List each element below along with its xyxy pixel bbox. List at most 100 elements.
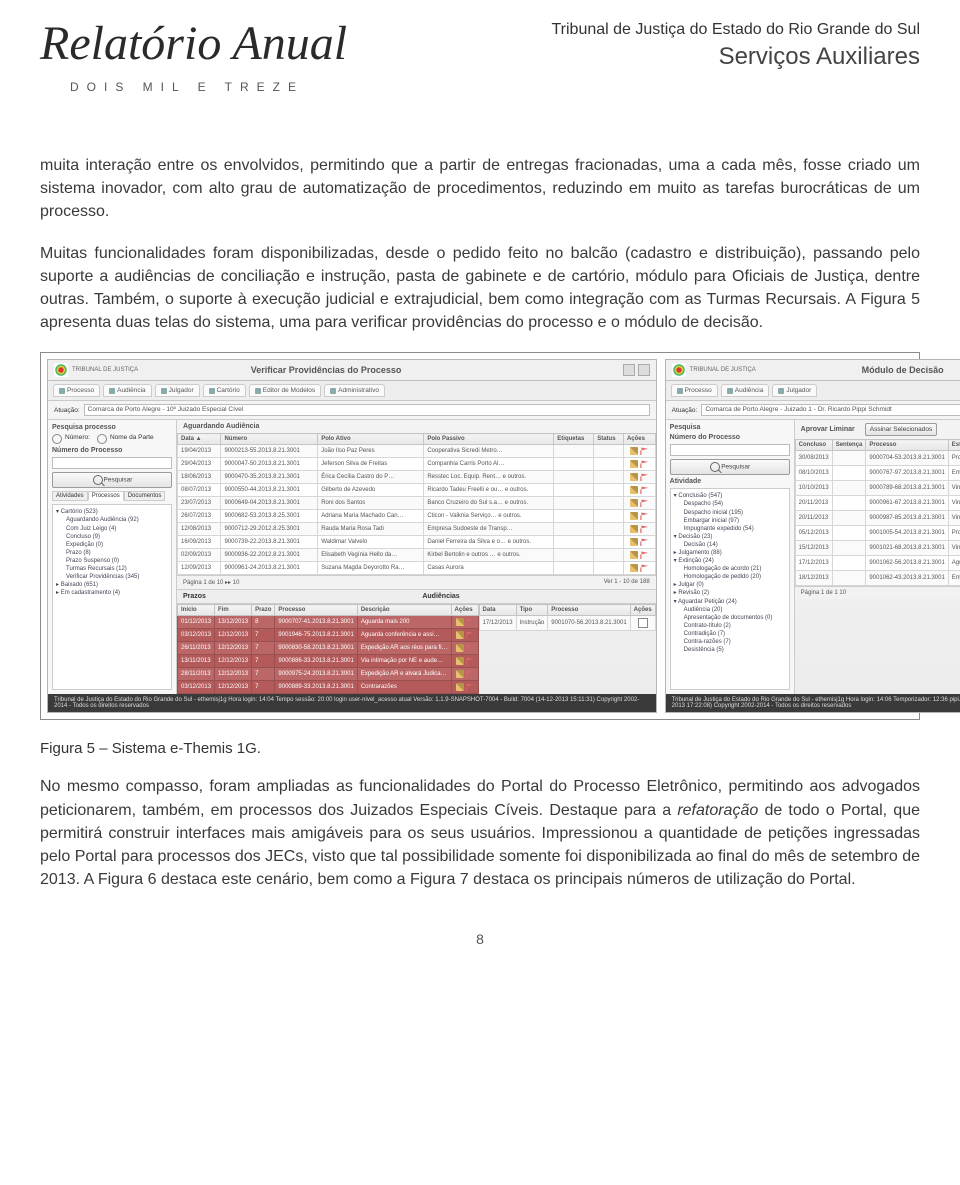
tree-node[interactable]: Prazo Suspenso (0) [56, 557, 168, 565]
tree-node[interactable]: Contradição (7) [674, 630, 786, 638]
flag-icon[interactable] [640, 538, 648, 546]
table-row[interactable]: 05/12/20139001005-54.2013.8.21.3001Pront… [795, 526, 960, 541]
numproc-input-r[interactable] [670, 444, 790, 456]
edit-icon[interactable] [630, 525, 638, 533]
table-row[interactable]: 12/09/20139000961-24.2013.8.21.3001Suzan… [178, 562, 656, 575]
tab-processo[interactable]: Processo [671, 384, 718, 397]
edit-icon[interactable] [630, 486, 638, 494]
tree-node[interactable]: Extinção (24) [674, 557, 786, 565]
subtab-atividades[interactable]: Atividades [52, 491, 88, 501]
assinar-button[interactable]: Assinar Selecionados [865, 423, 938, 436]
flag-icon[interactable] [466, 683, 474, 691]
edit-icon[interactable] [630, 447, 638, 455]
process-tree-left[interactable]: Cartório (523)Aguardando Audiência (92)C… [52, 504, 172, 690]
tab-processo[interactable]: Processo [53, 384, 100, 397]
edit-icon[interactable] [630, 512, 638, 520]
table-row[interactable]: 03/12/201312/12/201379001946-75.2013.8.2… [178, 629, 479, 642]
prazos-grid[interactable]: InícioFimPrazoProcessoDescriçãoAções01/1… [177, 604, 479, 694]
pesquisar-button-r[interactable]: Pesquisar [670, 459, 790, 475]
tree-node[interactable]: Cartório (523) [56, 508, 168, 516]
tree-node[interactable]: Com Juiz Leigo (4) [56, 525, 168, 533]
tree-node[interactable]: Aguardando Audiência (92) [56, 516, 168, 524]
flag-icon[interactable] [640, 447, 648, 455]
table-row[interactable]: 08/07/20139000550-44.2013.8.21.3001Gilbe… [178, 484, 656, 497]
subtab-processos[interactable]: Processos [88, 491, 124, 501]
tree-node[interactable]: Embargar inicial (97) [674, 517, 786, 525]
flag-icon[interactable] [466, 618, 474, 626]
flag-icon[interactable] [466, 657, 474, 665]
table-row[interactable]: 15/12/20139001021-68.2013.8.21.3001Vincu… [795, 541, 960, 556]
subtab-documentos[interactable]: Documentos [124, 491, 166, 501]
tree-node[interactable]: Decisão (14) [674, 541, 786, 549]
aguardando-grid[interactable]: Data ▲NúmeroPolo AtivoPolo PassivoEtique… [177, 433, 656, 575]
tree-node[interactable]: Turmas Recursais (12) [56, 565, 168, 573]
table-row[interactable]: 20/11/20139000961-67.2013.8.21.3001Vincu… [795, 496, 960, 511]
table-row[interactable]: 17/12/2013Instrução9001070-56.2013.8.21.… [479, 616, 655, 631]
tree-node[interactable]: Contra-razões (7) [674, 638, 786, 646]
tree-node[interactable]: Homologação de pedido (20) [674, 573, 786, 581]
table-row[interactable]: 01/12/201313/12/201389000707-41.2013.8.2… [178, 616, 479, 629]
table-row[interactable]: 18/12/20139001062-43.2013.8.21.3001Em ap… [795, 571, 960, 586]
flag-icon[interactable] [640, 486, 648, 494]
table-row[interactable]: 28/11/201312/12/201379000975-24.2013.8.2… [178, 668, 479, 681]
process-tree-right[interactable]: Conclusão (547)Despacho (54)Despacho ini… [670, 488, 790, 690]
edit-icon[interactable] [630, 551, 638, 559]
flag-icon[interactable] [466, 644, 474, 652]
edit-icon[interactable] [630, 564, 638, 572]
tab-audiência[interactable]: Audiência [103, 384, 152, 397]
flag-icon[interactable] [640, 525, 648, 533]
tree-node[interactable]: Homologação de acordo (21) [674, 565, 786, 573]
tree-node[interactable]: Baixado (651) [56, 581, 168, 589]
tree-node[interactable]: Revisão (2) [674, 589, 786, 597]
tree-node[interactable]: Contrato-título (2) [674, 622, 786, 630]
atuacao-field[interactable]: Comarca de Porto Alegre - 10º Juizado Es… [84, 404, 650, 416]
tree-node[interactable]: Desistência (5) [674, 646, 786, 654]
table-row[interactable]: 10/10/20139000789-68.2013.8.21.3001Vincu… [795, 481, 960, 496]
table-row[interactable]: 29/04/20139000047-50.2013.8.21.3001Jefer… [178, 458, 656, 471]
table-row[interactable]: 02/09/20139000936-22.2012.8.21.3001Elisa… [178, 549, 656, 562]
table-row[interactable]: 23/07/20139000649-04.2013.8.21.3001Roni … [178, 497, 656, 510]
table-row[interactable]: 13/11/201312/12/201379000886-33.2013.8.2… [178, 655, 479, 668]
pesquisar-button[interactable]: Pesquisar [52, 472, 172, 488]
flag-icon[interactable] [640, 499, 648, 507]
tree-node[interactable]: Aguardar Petição (24) [674, 598, 786, 606]
tab-editor-de-modelos[interactable]: Editor de Modelos [249, 384, 321, 397]
tree-node[interactable]: Despacho (54) [674, 500, 786, 508]
tree-node[interactable]: Concluso (9) [56, 533, 168, 541]
tree-node[interactable]: Apresentação de documentos (0) [674, 614, 786, 622]
table-row[interactable]: 17/12/20139001062-56.2013.8.21.3001Aguar… [795, 556, 960, 571]
tree-node[interactable]: Julgar (0) [674, 581, 786, 589]
edit-icon[interactable] [456, 670, 464, 678]
edit-icon[interactable] [456, 683, 464, 691]
grid-pager-r[interactable]: Página 1 de 1 10 Ver 1 - 9 de 9 [795, 586, 960, 599]
table-row[interactable]: 26/07/20139000682-53.2013.8.25.3001Adria… [178, 510, 656, 523]
home-icon[interactable] [623, 364, 635, 376]
tree-node[interactable]: Expedição (0) [56, 541, 168, 549]
table-row[interactable]: 03/12/201312/12/201379000889-33.2013.8.2… [178, 681, 479, 694]
edit-icon[interactable] [456, 631, 464, 639]
tree-node[interactable]: Despacho inicial (195) [674, 509, 786, 517]
tree-node[interactable]: Decisão (23) [674, 533, 786, 541]
tab-audiência[interactable]: Audiência [721, 384, 770, 397]
tree-node[interactable]: Impugnante expedido (54) [674, 525, 786, 533]
grid1-pager[interactable]: Página 1 de 10 ▸▸ 10 Ver 1 - 10 de 188 [177, 575, 656, 589]
table-row[interactable]: 20/11/20139000987-85.2013.8.21.3001Vincu… [795, 511, 960, 526]
flag-icon[interactable] [466, 670, 474, 678]
aud-grid[interactable]: DataTipoProcessoAções17/12/2013Instrução… [479, 604, 656, 631]
edit-icon[interactable] [456, 644, 464, 652]
radio-numero[interactable] [52, 434, 62, 444]
table-row[interactable]: 16/09/20139000739-22.2013.8.21.3001Waldi… [178, 536, 656, 549]
edit-icon[interactable] [630, 460, 638, 468]
tab-julgador[interactable]: Julgador [155, 384, 200, 397]
liminar-grid[interactable]: ConclusoSentençaProcessoEstadoEm aprecia… [795, 439, 960, 586]
tree-node[interactable]: Prazo (8) [56, 549, 168, 557]
doc-icon[interactable] [638, 618, 648, 628]
tab-cartório[interactable]: Cartório [203, 384, 246, 397]
print-icon[interactable] [638, 364, 650, 376]
tab-administrativo[interactable]: Administrativo [324, 384, 385, 397]
table-row[interactable]: 30/08/20139000704-53.2013.8.21.3001Pront… [795, 451, 960, 466]
tab-julgador[interactable]: Julgador [772, 384, 817, 397]
flag-icon[interactable] [640, 473, 648, 481]
tree-node[interactable]: Verificar Providências (345) [56, 573, 168, 581]
numproc-input[interactable] [52, 457, 172, 469]
